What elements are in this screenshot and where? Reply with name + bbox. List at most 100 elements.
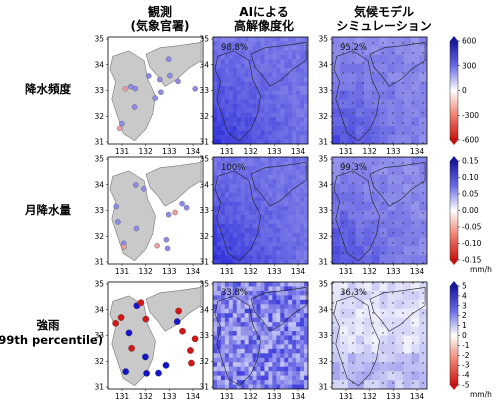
- heatmap-cell: [264, 174, 269, 180]
- heatmap-cell: [252, 206, 257, 211]
- heatmap-cell: [276, 45, 281, 51]
- heatmap-cell: [304, 94, 308, 100]
- heatmap-cell: [280, 282, 285, 287]
- heatmap-cell: [256, 139, 261, 144]
- heatmap-cell: [248, 121, 253, 127]
- heatmap-cell: [224, 246, 230, 251]
- heatmap-cell: [288, 331, 293, 336]
- heatmap-cell: [272, 121, 277, 127]
- heatmap-cell: [304, 63, 308, 69]
- heatmap-cell: [252, 353, 257, 359]
- heatmap-cell: [260, 117, 265, 123]
- heatmap-cell: [292, 165, 297, 171]
- heatmap-cell: [300, 59, 305, 65]
- heatmap-cell: [252, 121, 257, 127]
- heatmap-cell: [248, 362, 253, 368]
- heatmap-cell: [213, 54, 218, 60]
- heatmap-cell: [264, 250, 269, 256]
- heatmap-cell: [304, 241, 308, 247]
- heatmap-cell: [236, 54, 242, 60]
- heatmap-cell: [228, 72, 234, 78]
- heatmap-cell: [228, 246, 234, 251]
- heatmap-cell: [232, 37, 238, 42]
- heatmap-cell: [220, 326, 226, 332]
- heatmap-cell: [276, 112, 281, 118]
- heatmap-cell: [280, 371, 285, 376]
- heatmap-cell: [256, 299, 261, 305]
- heatmap-cell: [216, 282, 222, 287]
- heatmap-cell: [268, 353, 273, 359]
- heatmap-cell: [284, 63, 289, 69]
- heatmap-cell: [244, 241, 249, 247]
- heatmap-cell: [304, 353, 308, 359]
- heatmap-cell: [224, 201, 230, 207]
- heatmap-cell: [260, 170, 265, 176]
- heatmap-cell: [288, 228, 293, 234]
- heatmap-cell: [216, 68, 222, 73]
- heatmap-cell: [228, 99, 234, 105]
- heatmap-cell: [236, 241, 242, 247]
- heatmap-cell: [260, 290, 265, 296]
- heatmap-cell: [236, 174, 242, 180]
- heatmap-cell: [224, 357, 230, 363]
- heatmap-cell: [280, 304, 285, 310]
- column-title-model-line2: シミュレーション: [336, 19, 432, 33]
- heatmap-cell: [224, 108, 230, 114]
- heatmap-cell: [240, 179, 245, 185]
- heatmap-cell: [232, 86, 238, 91]
- heatmap-cell: [300, 317, 305, 323]
- heatmap-cell: [252, 241, 257, 247]
- heatmap-cell: [240, 331, 245, 336]
- heatmap-cell: [213, 161, 218, 167]
- heatmap-cell: [276, 357, 281, 363]
- heatmap-cell: [248, 322, 253, 327]
- heatmap-cell: [256, 37, 261, 42]
- heatmap-cell: [216, 139, 222, 144]
- heatmap-cell: [240, 366, 245, 372]
- heatmap-cell: [264, 214, 269, 220]
- heatmap-cell: [276, 335, 281, 341]
- shikoku-coastline: [369, 161, 426, 207]
- heatmap-cell: [256, 255, 261, 260]
- heatmap-cell: [264, 99, 269, 105]
- shikoku-coastline: [369, 287, 426, 332]
- heatmap-cell: [228, 282, 234, 287]
- heatmap-cell: [296, 45, 301, 51]
- x-tick-label: 134: [410, 147, 425, 156]
- heatmap-cell: [276, 68, 281, 73]
- y-tick-label: 34: [94, 60, 104, 69]
- heatmap-cell: [248, 192, 253, 198]
- heatmap-cell: [228, 308, 234, 314]
- heatmap-cell: [240, 219, 245, 225]
- heatmap-cell: [228, 322, 234, 327]
- colorbar-tick-label: 5: [462, 282, 467, 291]
- heatmap-cell: [284, 219, 289, 225]
- heatmap-cell: [232, 188, 238, 193]
- heatmap-cell: [232, 90, 238, 96]
- heatmap-cell: [216, 362, 222, 368]
- heatmap-cell: [264, 72, 269, 78]
- heatmap-cell: [276, 135, 281, 140]
- heatmap-cell: [256, 286, 261, 292]
- heatmap-cell: [280, 375, 285, 381]
- heatmap-cell: [216, 165, 222, 171]
- heatmap-cell: [224, 94, 230, 100]
- heatmap-cell: [232, 206, 238, 211]
- heatmap-cell: [272, 130, 277, 136]
- heatmap-cell: [240, 362, 245, 368]
- heatmap-cell: [272, 161, 277, 167]
- heatmap-cell: [228, 63, 234, 69]
- station-marker: [155, 369, 162, 377]
- x-tick-label: 131: [339, 147, 354, 156]
- heatmap-cell: [256, 99, 261, 105]
- heatmap-cell: [216, 135, 222, 140]
- heatmap-cell: [248, 206, 253, 211]
- heatmap-cell: [284, 37, 289, 42]
- heatmap-cell: [236, 41, 242, 47]
- heatmap-cell: [288, 384, 293, 389]
- heatmap-cell: [260, 228, 265, 234]
- heatmap-cell: [284, 210, 289, 216]
